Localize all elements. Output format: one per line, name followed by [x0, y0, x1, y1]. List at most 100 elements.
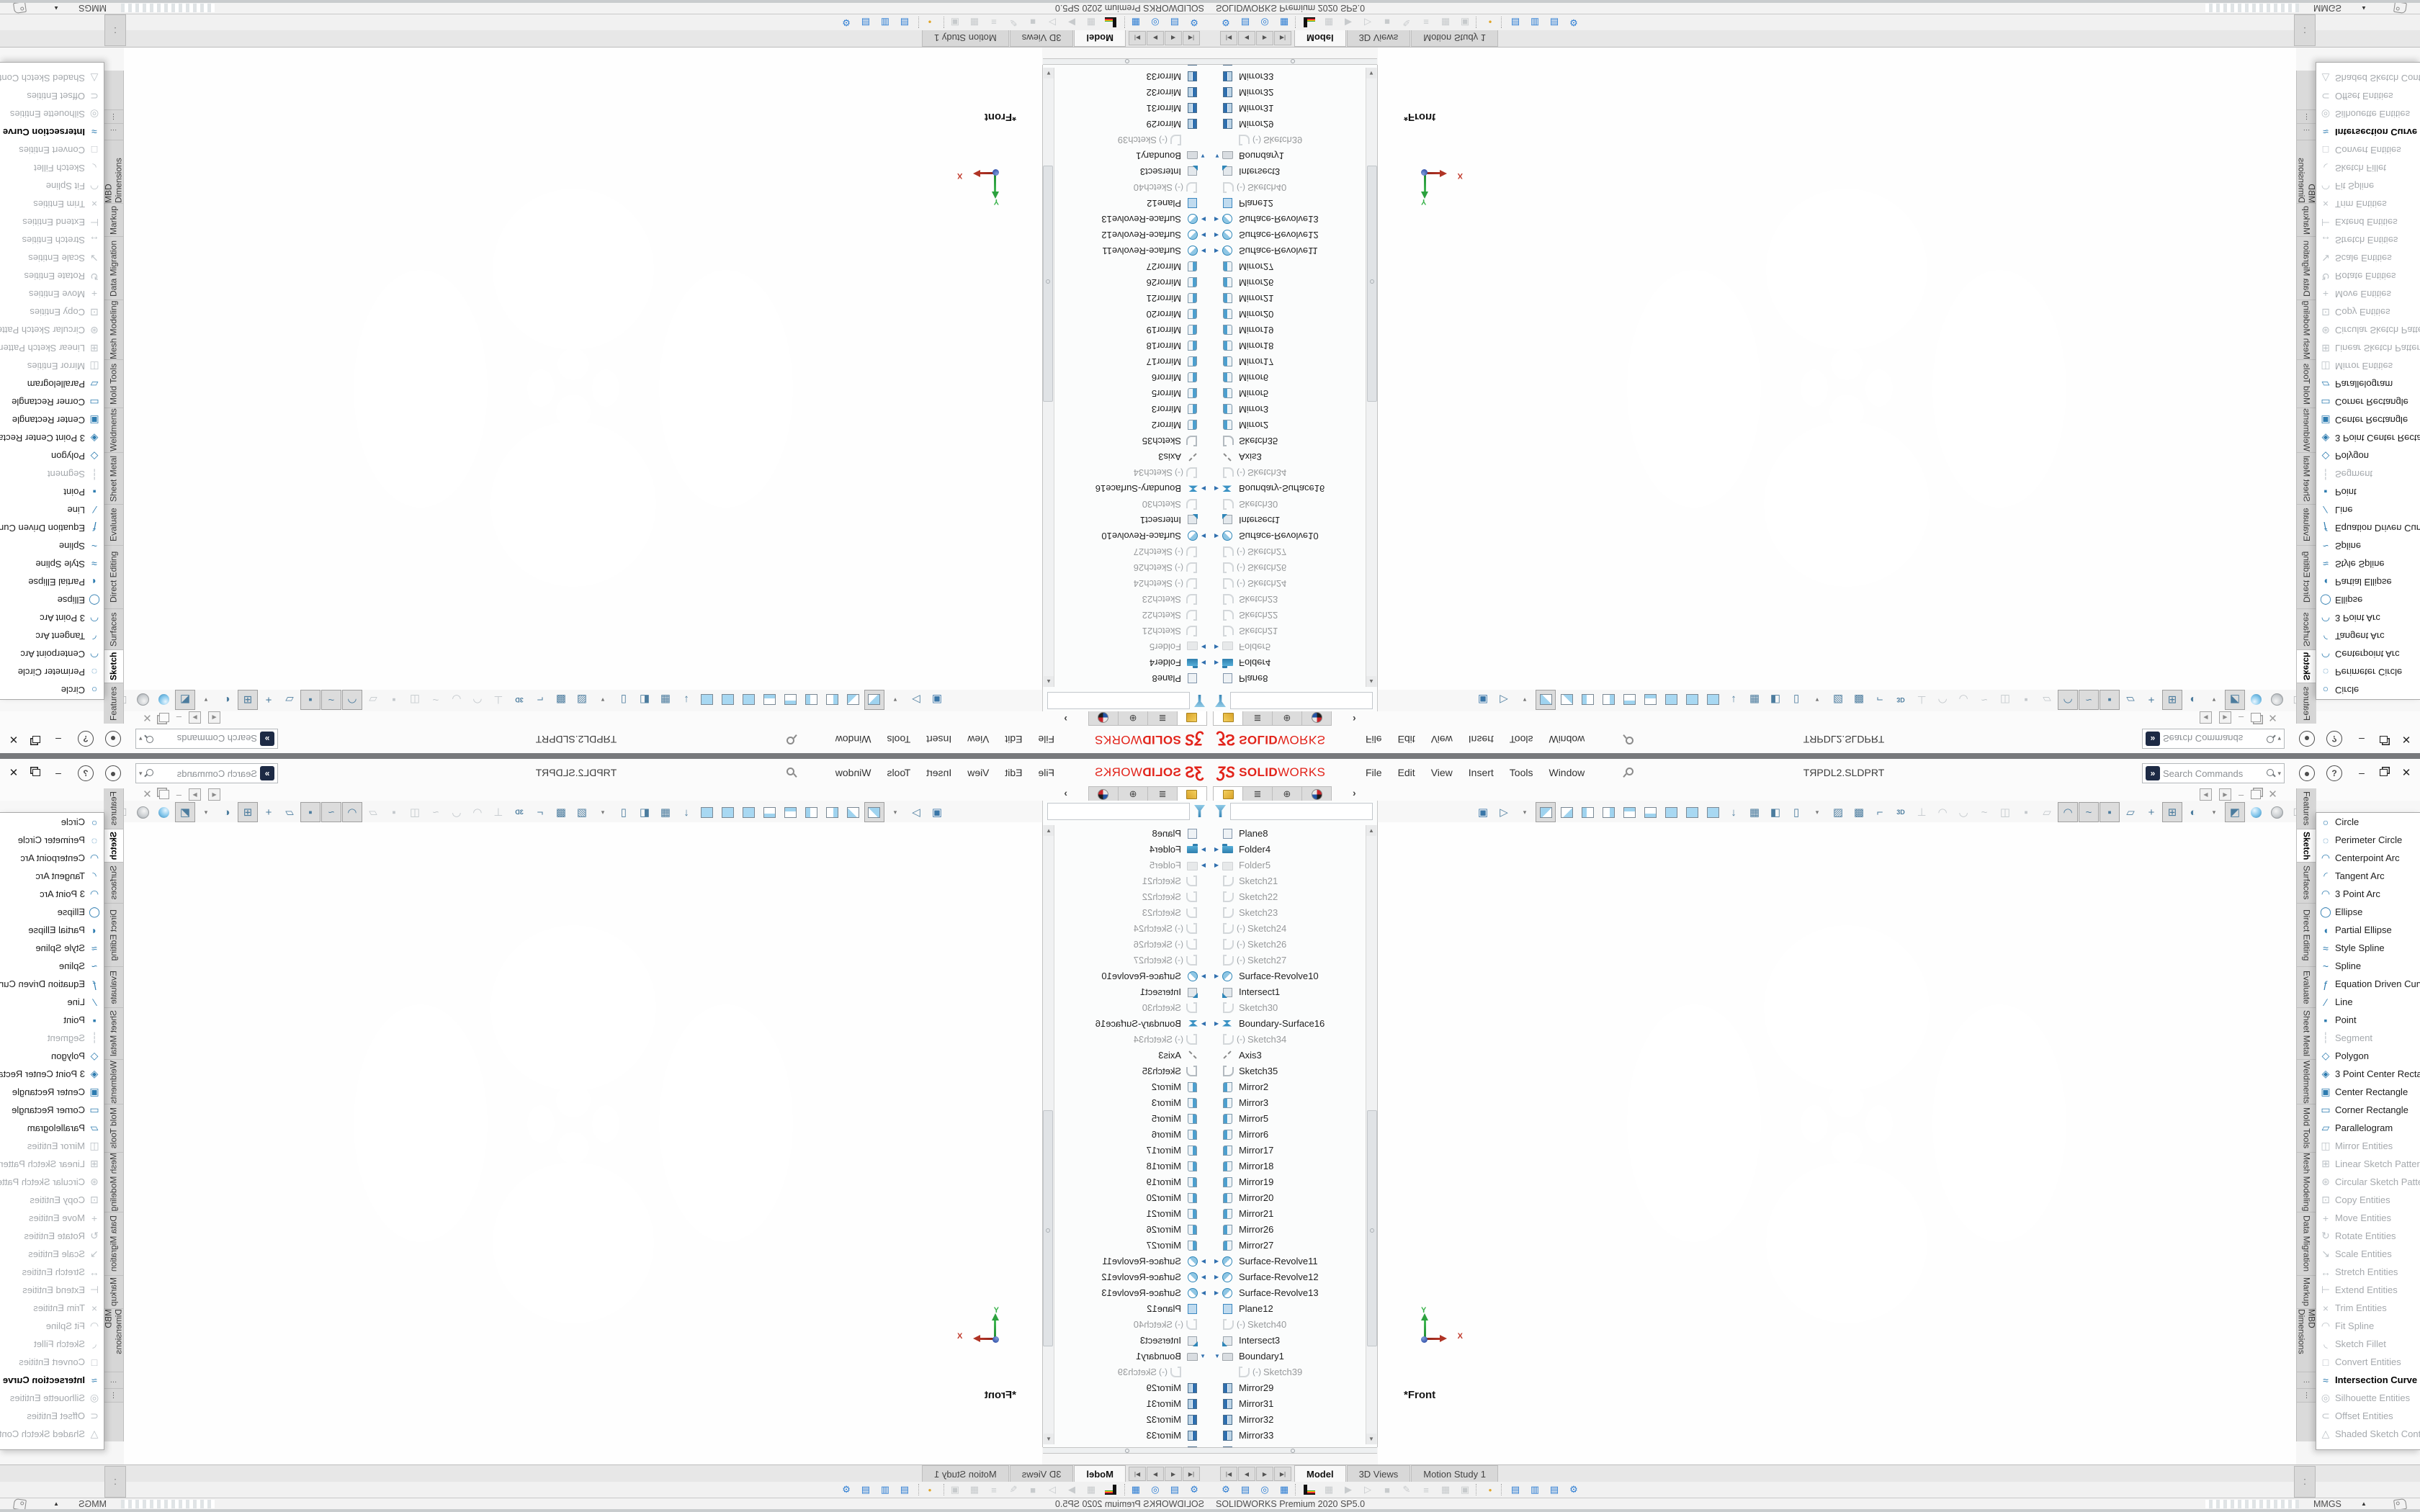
expand-arrow-icon[interactable]: ▶: [1201, 248, 1206, 255]
revolve-icon[interactable]: ▶ Surface-Revolve11: [1210, 1253, 1366, 1269]
view-back-icon[interactable]: [1556, 690, 1577, 710]
expand-arrow-icon[interactable]: ▼: [1200, 153, 1206, 160]
mirror-icon[interactable]: Mirror5: [1054, 1110, 1210, 1126]
mirror2-icon[interactable]: Mirror32: [1054, 1411, 1210, 1427]
stop-icon[interactable]: ■: [1030, 1484, 1036, 1495]
mirror2-icon[interactable]: [1210, 1443, 1366, 1447]
view-sketches-icon[interactable]: ◠: [2058, 690, 2078, 710]
mirror-icon[interactable]: Mirror5: [1210, 1110, 1366, 1126]
realview-graphics-icon[interactable]: ◩: [2225, 802, 2245, 822]
sketch-icon[interactable]: (-) Sketch34: [1210, 1031, 1366, 1047]
dropdown-icon[interactable]: ▾: [2212, 808, 2216, 816]
view-curves-icon[interactable]: ~: [2079, 802, 2099, 822]
normal-to-icon[interactable]: ↓: [684, 806, 689, 819]
style-spline-icon[interactable]: ≈ Style Spline: [0, 939, 104, 957]
study-settings-icon[interactable]: ⚙: [842, 17, 851, 28]
parallelogram-icon[interactable]: ▱ Parallelogram: [0, 375, 104, 393]
tab-scroll-button[interactable]: ▶|: [1274, 1467, 1291, 1481]
ellipse-icon[interactable]: ◯ Ellipse: [0, 903, 104, 921]
command-tab[interactable]: ⋮: [2297, 109, 2316, 123]
revolve-icon[interactable]: ▶ Surface-Revolve13: [1210, 1284, 1366, 1300]
view-right-icon[interactable]: [802, 802, 822, 822]
view-left-icon[interactable]: [1577, 690, 1597, 710]
center-rect-icon[interactable]: ▣ Center Rectangle: [2316, 1083, 2420, 1101]
expand-arrow-icon[interactable]: ▶: [1201, 1257, 1206, 1264]
featuremanager-design-tree-tab-icon[interactable]: [1213, 786, 1243, 802]
previous-pane-icon[interactable]: ◀: [208, 711, 220, 724]
document-tab[interactable]: 3D Views: [1009, 30, 1074, 47]
draft-analysis-icon[interactable]: ⌐: [1876, 693, 1883, 706]
revolve-icon[interactable]: ▶ Surface-Revolve12: [1210, 228, 1366, 243]
command-tab[interactable]: Weldments: [104, 1060, 123, 1104]
ellipse-icon[interactable]: ◯ Ellipse: [2316, 903, 2420, 921]
spline-icon[interactable]: ~ Spline: [2316, 537, 2420, 555]
intersection-curve-icon[interactable]: ≈ Intersection Curve: [0, 1371, 104, 1389]
toolbar-grip[interactable]: ⁚: [104, 1466, 126, 1498]
document-tab[interactable]: Motion Study 1: [1411, 30, 1498, 47]
view-grid-icon[interactable]: ⊞: [2162, 802, 2182, 822]
mirror-icon[interactable]: Mirror26: [1054, 275, 1210, 291]
graphics-viewport[interactable]: Y X *Front: [124, 822, 1042, 1464]
scroll-up-icon[interactable]: ▲: [1044, 825, 1054, 836]
document-tab[interactable]: Model: [1074, 1465, 1126, 1482]
view-bottom-icon[interactable]: [1640, 802, 1660, 822]
restore-button[interactable]: [27, 732, 46, 747]
style-spline-icon[interactable]: ≈ Style Spline: [2316, 555, 2420, 573]
view-isometric-icon[interactable]: [739, 690, 759, 710]
silhouette-entities-icon[interactable]: ◎ Silhouette Entities: [2316, 105, 2420, 123]
timeline-grid-icon[interactable]: ▦: [969, 1484, 980, 1495]
spline-icon[interactable]: ~ Spline: [0, 957, 104, 975]
play-icon[interactable]: ▷: [1049, 1484, 1056, 1495]
minimize-button[interactable]: –: [55, 767, 61, 778]
document-tab[interactable]: 3D Views: [1346, 1465, 1411, 1482]
search-input[interactable]: Search Commands: [176, 733, 257, 744]
command-tab[interactable]: Surfaces: [2297, 863, 2316, 904]
view-trimetric-icon[interactable]: [1703, 802, 1723, 822]
view-axes-icon[interactable]: +: [265, 693, 272, 706]
minimize-button[interactable]: –: [2359, 734, 2365, 745]
study-settings-icon[interactable]: ⚙: [1569, 1484, 1578, 1495]
view-right-icon[interactable]: [1598, 802, 1618, 822]
filter-funnel-icon[interactable]: [1194, 695, 1205, 707]
fit-spline-icon[interactable]: ◠ Fit Spline: [0, 177, 104, 195]
menu-item[interactable]: Edit: [1397, 734, 1415, 745]
scale-entities-icon[interactable]: ↘ Scale Entities: [0, 1245, 104, 1263]
user-account-icon[interactable]: [105, 731, 121, 747]
extend-entities-icon[interactable]: ⊢ Extend Entities: [2316, 1281, 2420, 1299]
previous-pane-icon[interactable]: ◀: [2200, 788, 2212, 801]
document-tab[interactable]: Motion Study 1: [922, 30, 1009, 47]
filter-input[interactable]: [1047, 803, 1190, 820]
perimeter-circle-icon[interactable]: ◌ Perimeter Circle: [0, 831, 104, 849]
displaymanager-tab-icon[interactable]: [1302, 786, 1332, 802]
menu-item[interactable]: Window: [835, 734, 871, 745]
user-account-icon[interactable]: [2299, 731, 2315, 747]
command-tab[interactable]: Sketch: [104, 649, 123, 683]
arc-tool-icon[interactable]: ◠: [472, 693, 483, 706]
linear-pattern-icon[interactable]: ⊞ Linear Sketch Pattern: [2316, 339, 2420, 357]
3d-sketch-icon[interactable]: 3D: [1896, 809, 1905, 816]
motion-manager-icon[interactable]: ◎: [1260, 1484, 1269, 1495]
silhouette-entities-icon[interactable]: ◎ Silhouette Entities: [0, 1389, 104, 1407]
expand-arrow-icon[interactable]: ▶: [1214, 1273, 1219, 1280]
tab-scroll-button[interactable]: ◀: [1165, 31, 1182, 45]
command-tab[interactable]: …: [2297, 1372, 2316, 1389]
timeline-grid-icon[interactable]: ▦: [1440, 1484, 1451, 1495]
expand-arrow-icon[interactable]: ▶: [1201, 845, 1206, 852]
sketch-icon[interactable]: (-) Sketch24: [1210, 576, 1366, 592]
parallelogram-icon[interactable]: ▱ Parallelogram: [2316, 1119, 2420, 1137]
normal-to-icon[interactable]: ↓: [684, 693, 689, 706]
style-spline-icon[interactable]: ≈ Style Spline: [0, 555, 104, 573]
mirror-icon[interactable]: Mirror21: [1210, 1205, 1366, 1221]
plane2-icon[interactable]: Plane12: [1054, 196, 1210, 212]
viewport-layout-icon[interactable]: ▦: [660, 806, 671, 819]
bsurf-icon[interactable]: ▶ Boundary-Surface16: [1210, 481, 1366, 497]
view-back-icon[interactable]: [1556, 802, 1577, 822]
bsurf-icon[interactable]: ▶ Boundary-Surface16: [1054, 481, 1210, 497]
search-input[interactable]: Search Commands: [2163, 733, 2244, 744]
run-macro-icon[interactable]: ▷: [1500, 693, 1508, 706]
view-curves-icon[interactable]: ~: [321, 802, 341, 822]
dropdown-icon[interactable]: ▾: [893, 808, 897, 816]
tab-scroll-button[interactable]: ▶: [1256, 1467, 1273, 1481]
minimize-button[interactable]: –: [55, 734, 61, 745]
view-settings-icon[interactable]: [2267, 802, 2287, 822]
